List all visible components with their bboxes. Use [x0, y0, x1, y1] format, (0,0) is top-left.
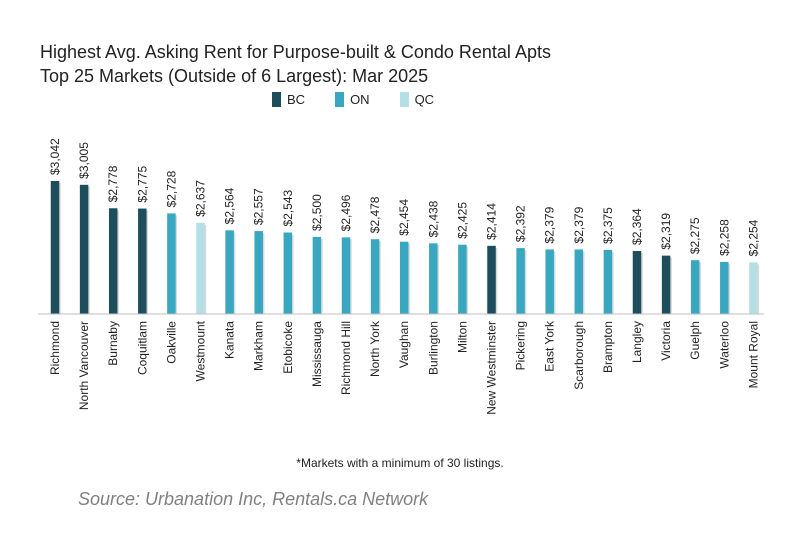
- value-label-new-westminster: $2,414: [485, 203, 499, 240]
- bar-oakville: [167, 213, 176, 314]
- value-label-etobicoke: $2,543: [281, 189, 295, 226]
- value-label-victoria: $2,319: [659, 213, 673, 250]
- bar-burnaby: [108, 208, 118, 314]
- value-label-vaughan: $2,454: [397, 199, 411, 236]
- category-label-north-york: North York: [368, 320, 382, 377]
- legend-label-qc: QC: [414, 92, 435, 107]
- value-label-pickering: $2,392: [514, 205, 528, 242]
- category-label-burnaby: Burnaby: [106, 321, 120, 366]
- category-label-burlington: Burlington: [426, 321, 440, 375]
- value-label-burnaby: $2,778: [106, 165, 120, 202]
- bar-east-york: [545, 249, 554, 314]
- value-label-north-vancouver: $3,005: [77, 142, 91, 179]
- category-label-guelph: Guelph: [688, 321, 702, 360]
- legend-item-bc: BC: [272, 92, 305, 107]
- value-label-guelph: $2,275: [688, 217, 702, 254]
- value-label-mississauga: $2,500: [310, 194, 324, 231]
- bar-north-york: [370, 239, 380, 314]
- bar-westmount: [196, 222, 205, 314]
- value-label-coquitlam: $2,775: [135, 166, 149, 203]
- value-label-north-york: $2,478: [368, 196, 382, 233]
- legend-swatch-bc: [272, 92, 281, 107]
- value-label-oakville: $2,728: [164, 170, 178, 207]
- category-label-east-york: East York: [543, 320, 557, 372]
- category-label-waterloo: Waterloo: [717, 321, 731, 369]
- value-label-langley: $2,364: [630, 208, 644, 245]
- value-label-milton: $2,425: [455, 202, 469, 239]
- value-label-scarborough: $2,379: [572, 206, 586, 243]
- bar-burlington: [429, 243, 438, 314]
- bar-guelph: [690, 260, 700, 314]
- bar-etobicoke: [283, 232, 293, 314]
- value-label-burlington: $2,438: [426, 200, 440, 237]
- category-label-markham: Markham: [252, 321, 266, 371]
- category-label-richmond: Richmond: [48, 321, 62, 375]
- category-label-pickering: Pickering: [514, 321, 528, 370]
- category-label-kanata: Kanata: [223, 321, 237, 359]
- value-label-kanata: $2,564: [223, 187, 237, 224]
- value-label-westmount: $2,637: [194, 180, 208, 217]
- legend: BC ON QC: [272, 92, 464, 107]
- value-label-waterloo: $2,258: [717, 219, 731, 256]
- legend-label-bc: BC: [287, 92, 306, 107]
- value-label-mount-royal: $2,254: [746, 219, 760, 256]
- value-label-east-york: $2,379: [543, 206, 557, 243]
- legend-swatch-on: [335, 92, 345, 107]
- category-label-coquitlam: Coquitlam: [135, 321, 149, 375]
- source-note: Source: Urbanation Inc, Rentals.ca Netwo…: [78, 489, 429, 509]
- category-label-etobicoke: Etobicoke: [281, 321, 295, 374]
- bar-mount-royal: [749, 262, 758, 314]
- bar-langley: [632, 250, 642, 314]
- category-label-milton: Milton: [455, 321, 469, 353]
- category-label-scarborough: Scarborough: [572, 321, 586, 390]
- chart-title-line1: Highest Avg. Asking Rent for Purpose-bui…: [40, 42, 551, 62]
- category-label-vaughan: Vaughan: [397, 321, 411, 368]
- bar-brampton: [603, 249, 613, 314]
- chart-title: Highest Avg. Asking Rent for Purpose-bui…: [40, 40, 551, 88]
- category-label-langley: Langley: [630, 321, 644, 363]
- bar-scarborough: [574, 249, 584, 314]
- footnote: *Markets with a minimum of 30 listings.: [296, 456, 504, 470]
- value-label-markham: $2,557: [252, 188, 266, 225]
- bar-north-vancouver: [79, 184, 89, 314]
- bar-new-westminster: [487, 245, 496, 314]
- value-label-brampton: $2,375: [601, 207, 615, 244]
- category-label-oakville: Oakville: [164, 321, 178, 364]
- bar-milton: [458, 244, 467, 314]
- bar-victoria: [661, 255, 671, 314]
- value-label-richmond-hill: $2,496: [339, 194, 353, 231]
- bar-mississauga: [312, 236, 322, 314]
- category-label-richmond-hill: Richmond Hill: [339, 321, 353, 395]
- bar-coquitlam: [138, 208, 147, 314]
- value-label-richmond: $3,042: [48, 138, 62, 175]
- category-label-north-vancouver: North Vancouver: [77, 321, 91, 410]
- legend-label-on: ON: [350, 92, 370, 107]
- category-label-mount-royal: Mount Royal: [746, 321, 760, 388]
- category-label-brampton: Brampton: [601, 321, 615, 373]
- bar-markham: [254, 231, 263, 314]
- legend-item-qc: QC: [399, 92, 435, 107]
- bar-vaughan: [399, 241, 409, 314]
- bar-richmond: [50, 181, 60, 314]
- category-label-victoria: Victoria: [659, 321, 673, 361]
- bar-waterloo: [720, 261, 729, 314]
- chart-title-line2: Top 25 Markets (Outside of 6 Largest): M…: [40, 66, 429, 86]
- bars-group: $3,042 Richmond $3,005 North Vancouver $2,77…: [48, 138, 760, 415]
- legend-item-on: ON: [335, 92, 370, 107]
- bar-richmond-hill: [341, 237, 351, 314]
- category-label-new-westminster: New Westminster: [485, 321, 499, 415]
- legend-swatch-qc: [399, 92, 409, 107]
- category-label-mississauga: Mississauga: [310, 321, 324, 387]
- bar-pickering: [516, 248, 525, 314]
- category-label-westmount: Westmount: [194, 320, 208, 381]
- bar-kanata: [225, 230, 234, 314]
